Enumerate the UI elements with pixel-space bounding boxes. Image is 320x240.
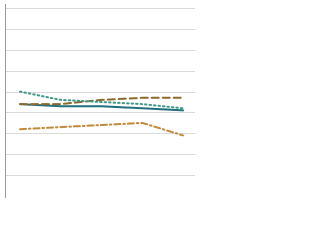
series-line (19, 121, 184, 137)
series-line (19, 96, 184, 106)
series-line (19, 90, 184, 110)
page: (() => { const data = JSON.parse(documen… (5, 4, 195, 198)
chart (5, 4, 195, 198)
series-line (19, 103, 184, 112)
